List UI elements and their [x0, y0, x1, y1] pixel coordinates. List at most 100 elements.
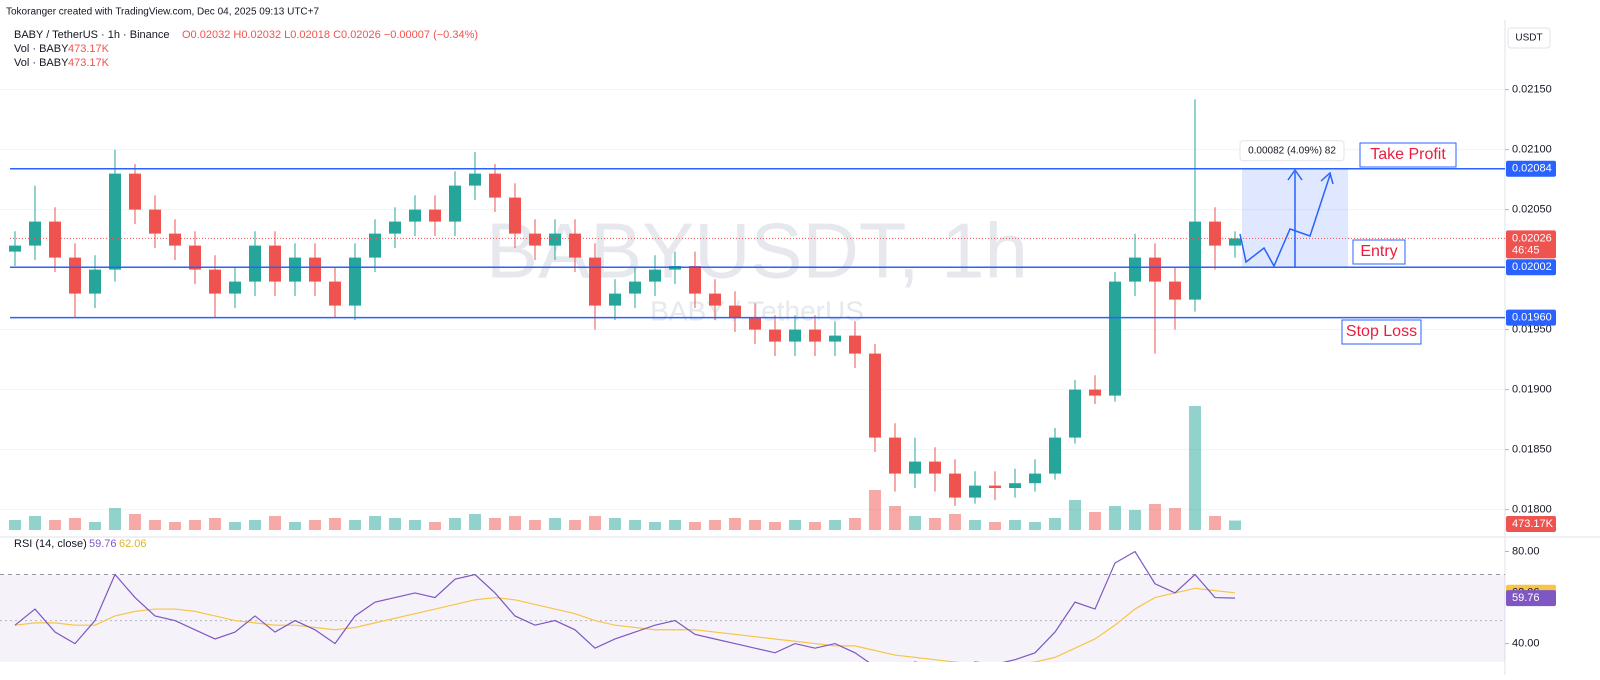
candle-body	[1029, 473, 1041, 484]
candle-body	[909, 461, 921, 474]
candle-body	[969, 485, 981, 498]
countdown: 46:45	[1512, 244, 1540, 256]
volume-bar	[469, 514, 481, 530]
volume-bar	[289, 522, 301, 530]
volume-bar	[109, 508, 121, 530]
volume-bar	[629, 520, 641, 530]
volume-bar	[1069, 500, 1081, 530]
volume-bar	[969, 520, 981, 530]
volume-bar	[1029, 522, 1041, 530]
volume-bar	[649, 522, 661, 530]
candle-body	[509, 197, 521, 234]
rsi-label: 59.76	[1512, 592, 1540, 604]
candle-body	[289, 257, 301, 282]
volume-bar	[209, 518, 221, 530]
volume-bar	[1149, 504, 1161, 530]
volume-bar	[229, 522, 241, 530]
candle-body	[689, 266, 701, 294]
candle-body	[329, 281, 341, 306]
candle-body	[1069, 389, 1081, 438]
volume-bar	[409, 520, 421, 530]
candle-body	[989, 485, 1001, 488]
volume-bar	[1209, 516, 1221, 530]
candle-body	[849, 335, 861, 354]
candle-body	[309, 257, 321, 282]
volume-bar	[49, 520, 61, 530]
candle-body	[369, 233, 381, 258]
currency-button[interactable]	[1507, 27, 1551, 49]
candle-body	[469, 173, 481, 186]
rsi-ma-legend-value: 62.06	[119, 538, 147, 550]
candle-body	[49, 221, 61, 258]
volume-bar	[929, 518, 941, 530]
volume-bar	[269, 516, 281, 530]
volume-bar	[1129, 510, 1141, 530]
candle-body	[649, 269, 661, 282]
volume-bar	[89, 522, 101, 530]
volume-bar	[429, 522, 441, 530]
candle-body	[1209, 221, 1221, 246]
currency-label: USDT	[1515, 33, 1542, 44]
candle-body	[409, 209, 421, 222]
volume-bar	[449, 518, 461, 530]
volume-legend: Vol · BABY	[14, 57, 69, 69]
volume-legend-value: 473.17K	[68, 57, 110, 69]
volume-bar	[869, 490, 881, 530]
volume-bar	[569, 520, 581, 530]
level-name: Entry	[1360, 243, 1397, 260]
rsi-line	[14, 550, 1236, 662]
volume-bar	[1189, 406, 1201, 530]
rsi-legend: RSI (14, close)	[14, 538, 87, 550]
candle-body	[249, 245, 261, 282]
volume-bar	[549, 518, 561, 530]
y-tick-label: 0.02050	[1512, 204, 1552, 216]
volume-bar	[589, 516, 601, 530]
rsi-legend-value: 59.76	[89, 538, 117, 550]
volume-bar	[909, 516, 921, 530]
level-name: Stop Loss	[1346, 323, 1417, 340]
y-tick-label: 0.02100	[1512, 144, 1552, 156]
volume-bar	[69, 518, 81, 530]
last-price-label: 0.02026	[1512, 232, 1552, 244]
candle-body	[729, 305, 741, 318]
candle-body	[949, 473, 961, 498]
candle-body	[89, 269, 101, 294]
volume-bar	[789, 520, 801, 530]
volume-bar	[1109, 506, 1121, 530]
rsi-tick-label: 80.00	[1512, 545, 1540, 557]
candle-body	[1089, 389, 1101, 396]
rsi-pane	[0, 550, 1505, 662]
candle-body	[609, 293, 621, 306]
candle-body	[929, 461, 941, 474]
candle-body	[589, 257, 601, 306]
level-name-box	[1352, 239, 1406, 265]
candle-body	[1229, 238, 1241, 246]
y-tick-label: 0.01850	[1512, 444, 1552, 456]
candle-body	[629, 281, 641, 294]
candle-body	[1169, 281, 1181, 300]
level-axis-label: 0.01960	[1512, 312, 1552, 324]
level-axis-box	[1506, 259, 1556, 276]
level-name-box	[1359, 142, 1457, 168]
volume-bar	[829, 520, 841, 530]
level-axis-box	[1506, 160, 1556, 177]
level-name-box	[1341, 319, 1422, 345]
candle-body	[9, 245, 21, 252]
candle-body	[269, 245, 281, 282]
attribution: Tokoranger created with TradingView.com,…	[6, 7, 319, 18]
candle-body	[809, 329, 821, 342]
candle-body	[529, 233, 541, 246]
volume-bar	[529, 520, 541, 530]
volume-bar	[709, 520, 721, 530]
y-tick-label: 0.01950	[1512, 324, 1552, 336]
volume-bar	[1049, 518, 1061, 530]
candle-body	[229, 281, 241, 294]
y-tick-label: 0.01800	[1512, 504, 1552, 516]
candle-body	[749, 317, 761, 330]
candle-body	[129, 173, 141, 210]
candle-body	[569, 233, 581, 258]
candle-body	[209, 269, 221, 294]
candle-body	[1109, 281, 1121, 396]
rsi-ma-line	[14, 587, 1236, 662]
